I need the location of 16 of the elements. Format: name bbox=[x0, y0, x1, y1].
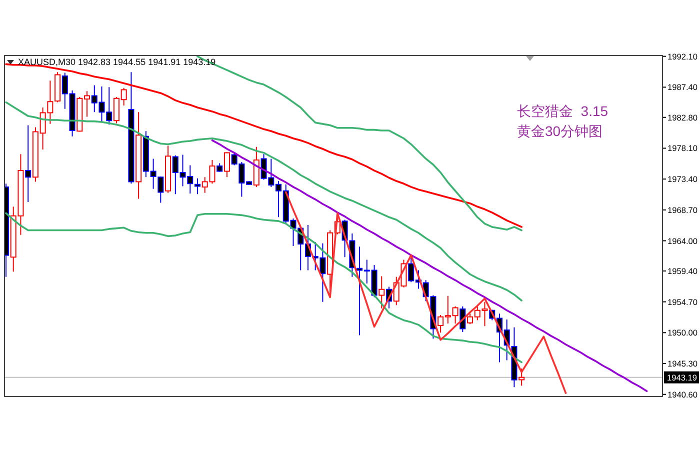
y-tick-label: 1982.80 bbox=[668, 112, 698, 122]
annotation: 长空猎金 3.15 bbox=[517, 103, 608, 119]
y-tick-label: 1987.40 bbox=[668, 82, 698, 92]
y-tick-label: 1940.60 bbox=[668, 389, 698, 400]
y-tick-label: 1954.70 bbox=[668, 296, 698, 307]
y-tick-label: 1978.10 bbox=[668, 143, 698, 154]
annotation: 黄金30分钟图 bbox=[517, 123, 603, 139]
y-tick-label: 1968.70 bbox=[668, 204, 698, 215]
y-tick-label: 1945.30 bbox=[668, 358, 698, 369]
y-tick-label: 1973.40 bbox=[668, 174, 698, 184]
y-tick-label: 1964.00 bbox=[668, 236, 698, 246]
y-tick-label: 1992.10 bbox=[668, 51, 698, 62]
ref-label: 1943.19 bbox=[664, 371, 699, 384]
y-tick-label: 1959.40 bbox=[668, 266, 698, 276]
ref-line-label: 1943.19 bbox=[667, 372, 698, 382]
y-tick-label: 1950.00 bbox=[668, 328, 698, 338]
